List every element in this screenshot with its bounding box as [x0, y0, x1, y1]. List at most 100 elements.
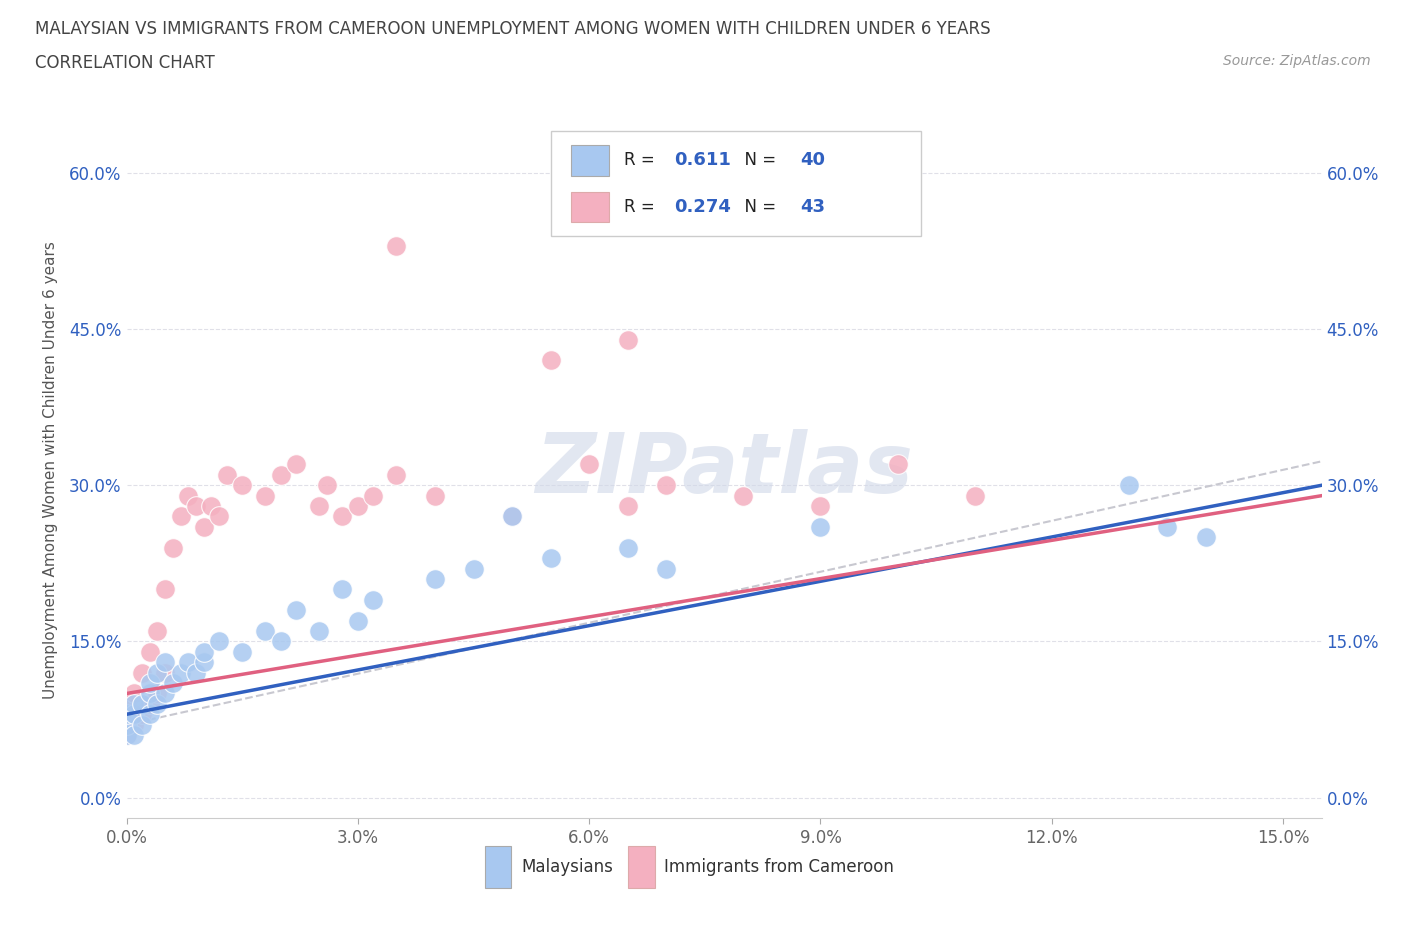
Point: [138, 686, 160, 701]
Point: [361, 488, 384, 503]
Point: [501, 509, 523, 524]
Point: [200, 498, 222, 513]
Point: [254, 488, 277, 503]
Point: [886, 457, 908, 472]
Point: [131, 707, 153, 722]
Point: [169, 509, 191, 524]
Point: [385, 468, 408, 483]
Point: [115, 727, 138, 742]
Text: 0.274: 0.274: [673, 198, 731, 216]
Point: [1156, 520, 1178, 535]
Text: Source: ZipAtlas.com: Source: ZipAtlas.com: [1223, 54, 1371, 68]
Point: [177, 655, 200, 670]
Text: ZIPatlas: ZIPatlas: [536, 429, 912, 511]
Point: [162, 675, 184, 690]
Point: [162, 540, 184, 555]
Point: [810, 520, 832, 535]
Point: [270, 634, 292, 649]
Point: [1118, 478, 1140, 493]
Point: [131, 697, 153, 711]
Point: [655, 561, 678, 576]
Text: R =: R =: [624, 198, 659, 216]
Point: [423, 488, 446, 503]
Text: MALAYSIAN VS IMMIGRANTS FROM CAMEROON UNEMPLOYMENT AMONG WOMEN WITH CHILDREN UND: MALAYSIAN VS IMMIGRANTS FROM CAMEROON UN…: [35, 20, 991, 38]
Text: N =: N =: [734, 152, 780, 169]
Text: Immigrants from Cameroon: Immigrants from Cameroon: [664, 858, 894, 876]
Bar: [485, 846, 512, 888]
Point: [208, 634, 231, 649]
Text: N =: N =: [734, 198, 780, 216]
Point: [177, 488, 200, 503]
Point: [115, 727, 138, 742]
Point: [115, 717, 138, 732]
Point: [616, 498, 638, 513]
Text: 0.611: 0.611: [673, 152, 731, 169]
Point: [332, 509, 354, 524]
Point: [138, 644, 160, 659]
Point: [122, 717, 145, 732]
Point: [215, 468, 238, 483]
Point: [153, 582, 176, 597]
Point: [146, 665, 169, 680]
Point: [423, 572, 446, 587]
Bar: [628, 846, 655, 888]
Point: [347, 613, 370, 628]
Point: [153, 665, 176, 680]
Text: R =: R =: [624, 152, 659, 169]
Point: [308, 624, 330, 639]
Point: [733, 488, 755, 503]
Point: [153, 686, 176, 701]
Point: [138, 675, 160, 690]
Point: [153, 655, 176, 670]
Point: [308, 498, 330, 513]
Point: [616, 332, 638, 347]
Point: [122, 686, 145, 701]
Point: [184, 665, 207, 680]
Point: [231, 478, 253, 493]
Point: [501, 509, 523, 524]
Point: [122, 727, 145, 742]
Point: [254, 624, 277, 639]
Y-axis label: Unemployment Among Women with Children Under 6 years: Unemployment Among Women with Children U…: [44, 241, 58, 698]
Point: [316, 478, 339, 493]
Text: 43: 43: [800, 198, 825, 216]
Point: [208, 509, 231, 524]
Text: Malaysians: Malaysians: [520, 858, 613, 876]
Point: [540, 551, 562, 565]
Point: [138, 697, 160, 711]
Text: 40: 40: [800, 152, 825, 169]
Point: [193, 520, 215, 535]
Point: [131, 665, 153, 680]
Point: [184, 498, 207, 513]
Bar: [571, 145, 609, 176]
Point: [578, 457, 600, 472]
Point: [463, 561, 485, 576]
Point: [138, 707, 160, 722]
Point: [115, 707, 138, 722]
Point: [285, 457, 308, 472]
Point: [270, 468, 292, 483]
Point: [616, 540, 638, 555]
Point: [122, 697, 145, 711]
Point: [193, 655, 215, 670]
Point: [193, 644, 215, 659]
Bar: [571, 192, 609, 222]
Point: [169, 665, 191, 680]
Point: [115, 717, 138, 732]
Point: [131, 717, 153, 732]
Point: [655, 478, 678, 493]
Point: [122, 707, 145, 722]
Point: [115, 697, 138, 711]
Point: [146, 686, 169, 701]
Point: [146, 624, 169, 639]
Point: [385, 238, 408, 253]
Point: [963, 488, 986, 503]
Point: [347, 498, 370, 513]
Point: [332, 582, 354, 597]
Point: [231, 644, 253, 659]
Point: [146, 697, 169, 711]
Point: [540, 352, 562, 367]
Point: [1195, 530, 1218, 545]
Point: [285, 603, 308, 618]
Point: [361, 592, 384, 607]
